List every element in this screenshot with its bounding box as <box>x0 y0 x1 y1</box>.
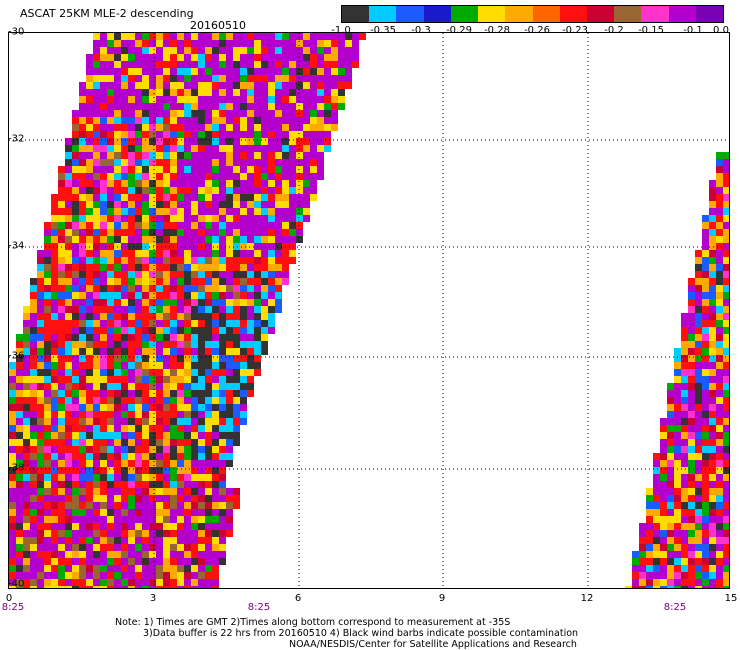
longitude-label: 0 <box>5 593 13 604</box>
color-swatch <box>478 6 506 22</box>
color-swatch <box>586 6 615 22</box>
color-scale-label: -0.1 <box>683 25 703 36</box>
color-swatch <box>641 6 669 22</box>
latitude-label: -34 <box>8 240 25 252</box>
time-label: 8:25 <box>1 602 25 613</box>
color-scale-label: -1.0 <box>331 25 351 36</box>
color-scale-label: -0.35 <box>370 25 396 36</box>
latitude-label: -36 <box>8 350 25 362</box>
map-date: 20160510 <box>190 19 246 32</box>
color-scale-label: -0.15 <box>638 25 664 36</box>
note-line-1: Note: 1) Times are GMT 2)Times along bot… <box>115 617 511 628</box>
note-line-2: 3)Data buffer is 22 hrs from 20160510 4)… <box>143 628 579 639</box>
color-swatch <box>423 6 451 22</box>
longitude-label: 9 <box>438 593 446 604</box>
swath-pixels <box>9 33 729 588</box>
time-label: 8:25 <box>663 602 687 613</box>
color-scale-label: 0.0 <box>713 25 729 36</box>
map-title: ASCAT 25KM MLE-2 descending <box>20 7 194 20</box>
latitude-label: -32 <box>8 133 25 145</box>
swath-layer <box>9 33 729 588</box>
color-scale-bar <box>341 5 724 23</box>
latitude-label: -38 <box>8 462 25 474</box>
latitude-label: -30 <box>8 26 25 38</box>
color-scale-label: -0.3 <box>411 25 431 36</box>
color-swatch <box>695 6 724 22</box>
color-swatch <box>342 6 370 22</box>
longitude-label: 3 <box>149 593 157 604</box>
map-plot-area <box>8 32 730 589</box>
time-label: 8:25 <box>247 602 271 613</box>
color-scale-label: -0.29 <box>446 25 472 36</box>
color-swatch <box>450 6 479 22</box>
color-swatch <box>505 6 533 22</box>
color-scale-labels: -1.0 -0.35 -0.3 -0.29 -0.28 -0.26 -0.23 -0.2 -0.… <box>331 25 729 39</box>
color-swatch <box>559 6 587 22</box>
color-scale-label: -0.23 <box>562 25 588 36</box>
longitude-label: 15 <box>724 593 738 604</box>
color-scale-label: -0.28 <box>484 25 510 36</box>
color-swatch <box>532 6 560 22</box>
note-line-3: NOAA/NESDIS/Center for Satellite Applica… <box>289 639 577 650</box>
color-scale-label: -0.26 <box>524 25 550 36</box>
color-swatch <box>369 6 397 22</box>
color-swatch <box>396 6 424 22</box>
latitude-label: -40 <box>8 578 25 590</box>
color-swatch <box>614 6 642 22</box>
longitude-label: 6 <box>294 593 302 604</box>
longitude-label: 12 <box>580 593 594 604</box>
color-scale-label: -0.2 <box>604 25 624 36</box>
color-swatch <box>668 6 696 22</box>
